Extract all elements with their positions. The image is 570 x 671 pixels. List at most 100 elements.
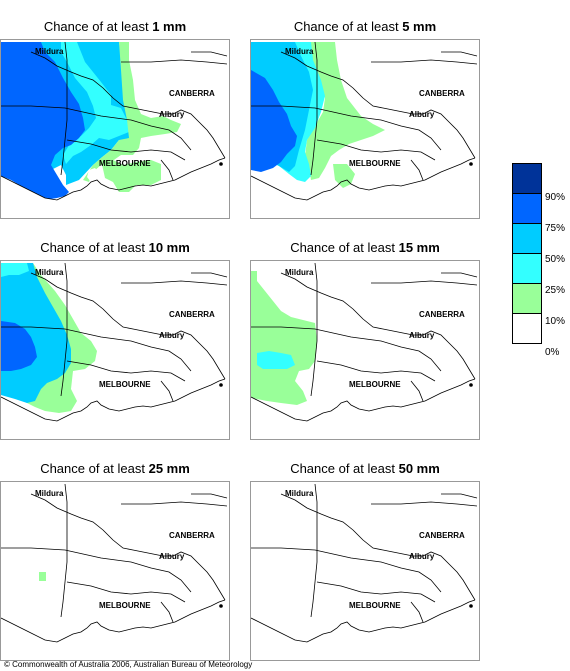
district-line-1 [1,326,192,372]
marker-east [469,162,473,166]
label-canberra: CANBERRA [169,310,215,319]
label-melbourne: MELBOURNE [99,380,151,389]
region-line [310,262,318,397]
rain-area-25 [1,263,29,277]
map-svg: Mildura CANBERRA Albury MELBOURNE [251,483,478,643]
rain-area-75 [251,70,297,172]
label-melbourne: MELBOURNE [349,159,401,168]
district-line-2 [316,581,436,603]
map-5mm: Mildura CANBERRA Albury MELBOURNE [250,39,480,219]
panel-title-10mm: Chance of at least 10 mm [0,240,230,255]
label-canberra: CANBERRA [169,89,215,98]
panel-title-prefix: Chance of at least [40,461,149,476]
rain-fill-layer [39,572,46,581]
legend-swatch-75 [512,193,542,224]
label-albury: Albury [409,110,435,119]
legend-swatch-10 [512,283,542,314]
panel-title-50mm: Chance of at least 50 mm [250,461,480,476]
map-10mm: Mildura CANBERRA Albury MELBOURNE [0,260,230,440]
region-line [60,262,68,397]
map-svg: Mildura CANBERRA Albury MELBOURNE [1,262,228,439]
label-albury: Albury [159,331,185,340]
rain-fill-layer [1,263,97,439]
act-line [441,493,478,499]
nsw-line [121,59,228,65]
act-line [191,51,228,57]
panel-title-amount: 10 mm [148,240,190,255]
ocean [251,397,321,439]
map-svg: Mildura CANBERRA Albury MELBOURNE [251,262,478,439]
district-line-3 [410,601,424,623]
legend-label-0: 0% [545,347,560,358]
boundaries [1,41,228,201]
panel-title-amount: 5 mm [402,19,437,34]
state-border-murray [30,51,226,159]
panel-title-1mm: Chance of at least 1 mm [0,19,230,34]
state-border-murray [280,272,476,380]
panel-title-amount: 50 mm [398,461,440,476]
region-line [60,483,68,618]
district-line-3 [160,601,174,623]
map-svg: Mildura CANBERRA Albury MELBOURNE [251,41,478,218]
region-line [310,483,318,618]
coastline [1,157,226,201]
legend-label-10: 10% [545,316,566,327]
district-line-3 [410,159,424,181]
coastline [1,599,226,643]
region-line [310,41,318,176]
marker-east [219,383,223,387]
label-mildura: Mildura [35,489,64,498]
panel-title-5mm: Chance of at least 5 mm [250,19,480,34]
label-albury: Albury [409,552,435,561]
panel-title-prefix: Chance of at least [293,19,403,34]
label-mildura: Mildura [35,47,64,56]
nsw-line [371,501,478,507]
marker-east [219,162,223,166]
rain-area-25 [257,351,295,369]
coastline [251,599,476,643]
map-1mm: Mildura CANBERRA Albury MELBOURNE [0,39,230,219]
district-line-1 [1,105,192,151]
boundaries [251,262,478,422]
rain-area-10 [39,572,46,581]
map-50mm: Mildura CANBERRA Albury MELBOURNE [250,481,480,661]
legend-swatch-0 [512,313,542,344]
boundaries [251,483,478,643]
rain-fill-layer [251,42,385,218]
panel-title-amount: 15 mm [398,240,440,255]
rain-fill-layer [1,42,181,218]
label-mildura: Mildura [285,47,314,56]
nsw-line [121,280,228,286]
panel-title-amount: 25 mm [148,461,190,476]
panel-title-prefix: Chance of at least [43,19,153,34]
copyright-notice: © Commonwealth of Australia 2006, Austra… [4,660,253,669]
ocean [251,176,321,218]
map-25mm: Mildura CANBERRA Albury MELBOURNE [0,481,230,661]
label-melbourne: MELBOURNE [349,601,401,610]
legend-label-25: 25% [545,285,566,296]
state-border-murray [30,493,226,601]
district-line-3 [410,380,424,402]
coastline [251,378,476,422]
ocean [1,397,71,439]
panel-title-25mm: Chance of at least 25 mm [0,461,230,476]
ocean [1,176,71,218]
label-albury: Albury [159,552,185,561]
legend-swatch-90 [512,163,542,194]
rain-area-10 [83,42,181,182]
nsw-line [371,280,478,286]
label-mildura: Mildura [285,268,314,277]
marker-east [469,383,473,387]
coastline [1,378,226,422]
district-line-3 [160,159,174,181]
coastline [251,157,476,201]
state-border-murray [280,493,476,601]
label-albury: Albury [159,110,185,119]
district-line-1 [251,105,442,151]
label-canberra: CANBERRA [419,310,465,319]
district-line-2 [66,360,186,382]
port-phillip-bay [87,168,99,182]
district-line-2 [66,581,186,603]
rain-fill-layer [251,271,321,439]
district-line-2 [316,360,436,382]
